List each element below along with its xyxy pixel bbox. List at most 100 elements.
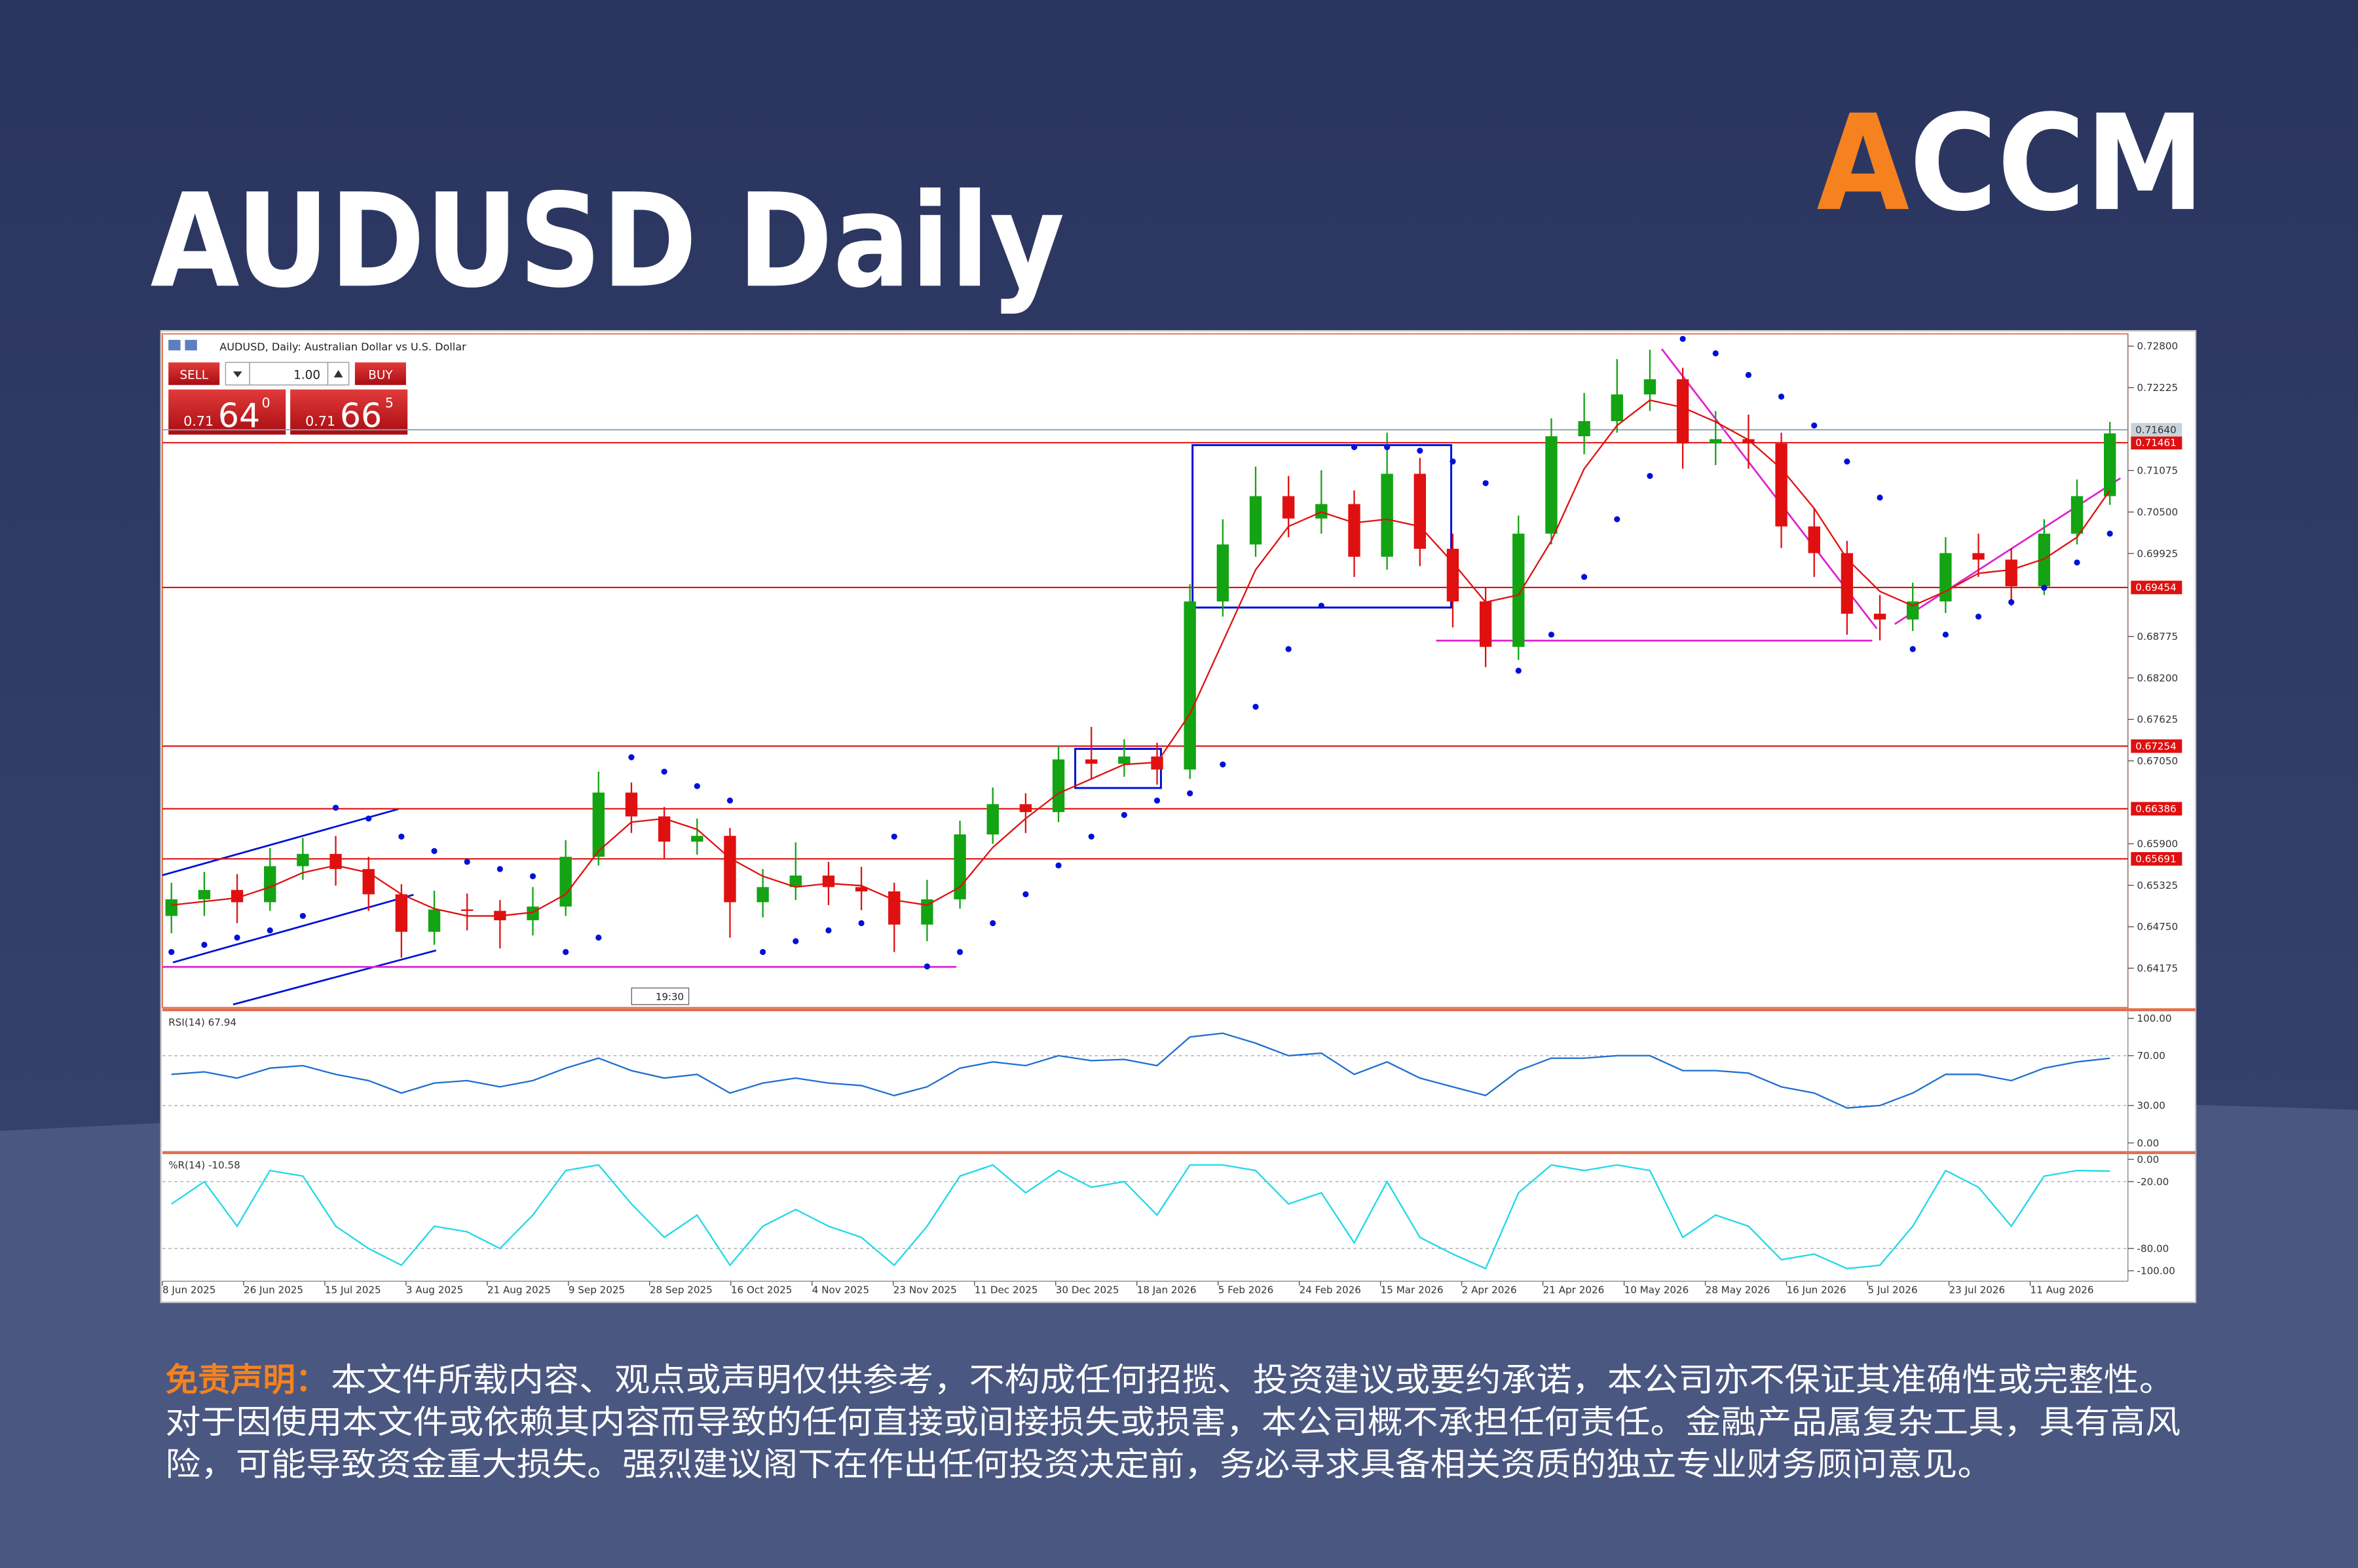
level-label: 0.66386 (2135, 803, 2177, 815)
candle-body (2038, 533, 2051, 587)
candle-body (757, 887, 769, 903)
candle-body (855, 887, 868, 891)
candle-body (658, 816, 671, 842)
disclaimer-line: 本文件所载内容、观点或声明仅供参考，不构成任何招揽、投资建议或要约承诺，本公司亦… (331, 1361, 2175, 1399)
candle-body (1643, 379, 1656, 395)
candle-body (2103, 433, 2116, 496)
candle-body (1019, 804, 1032, 812)
sar-dot (694, 783, 700, 789)
indicator-title: RSI(14) 67.94 (168, 1017, 236, 1028)
lot-value: 1.00 (293, 369, 320, 383)
bid-main: 64 (218, 396, 260, 435)
y-tick-label: 0.00 (2137, 1153, 2160, 1165)
y-tick-label: 0.65325 (2137, 880, 2179, 891)
x-tick-label: 24 Feb 2026 (1300, 1284, 1361, 1296)
candle-body (1907, 601, 1919, 620)
x-tick-label: 11 Dec 2025 (975, 1284, 1038, 1296)
indicator-line (171, 1164, 2110, 1270)
x-tick-label: 9 Sep 2025 (569, 1284, 625, 1296)
sar-dot (793, 938, 799, 944)
candle-body (165, 899, 178, 916)
candle-body (297, 853, 309, 867)
y-tick-label: 0.72225 (2137, 382, 2179, 394)
candle-body (1413, 474, 1426, 549)
sar-dot (661, 768, 667, 775)
lot-input[interactable] (249, 362, 329, 386)
y-tick-label: 0.69925 (2137, 548, 2179, 559)
level-label: 0.67254 (2135, 740, 2177, 752)
page-title: AUDUSD Daily (151, 166, 1065, 316)
sar-dot (267, 927, 273, 934)
candle-body (1808, 526, 1820, 553)
sar-dot (990, 920, 996, 927)
sar-dot (1384, 444, 1391, 451)
candle-body (1249, 496, 1262, 545)
y-tick-label: 70.00 (2137, 1050, 2165, 1062)
disclaimer-label: 免责声明： (166, 1361, 328, 1399)
candle-body (1512, 533, 1525, 647)
candle-body (2070, 496, 2084, 534)
sar-dot (1778, 393, 1785, 400)
x-tick-label: 15 Mar 2026 (1381, 1284, 1444, 1296)
sar-dot (431, 848, 438, 854)
y-tick-label: 100.00 (2137, 1013, 2172, 1024)
x-tick-label: 2 Apr 2026 (1462, 1284, 1517, 1296)
candle-body (1742, 439, 1755, 444)
x-tick-label: 28 May 2026 (1706, 1284, 1770, 1296)
candle-body (1479, 601, 1492, 647)
candle-body (395, 894, 408, 932)
sar-dot (365, 815, 372, 822)
moving-average (171, 399, 2111, 917)
indicator-line (171, 1032, 2110, 1109)
trend-line (1660, 348, 1878, 629)
candle-body (2005, 559, 2017, 587)
sar-dot (1581, 574, 1588, 580)
candle-body (1381, 474, 1393, 557)
time-label: 19:30 (656, 991, 684, 1003)
sar-dot (299, 912, 306, 920)
ask-sup: 5 (385, 395, 394, 411)
x-tick-label: 16 Oct 2025 (731, 1284, 793, 1296)
candle-body (264, 866, 276, 903)
candle-body (789, 875, 802, 887)
candle-body (822, 875, 835, 887)
candle-body (1052, 759, 1065, 812)
sar-dot (1220, 761, 1226, 768)
sar-dot (1811, 422, 1818, 429)
sell-label[interactable]: SELL (179, 369, 208, 383)
candle-body (1216, 544, 1229, 602)
sar-dot (1417, 447, 1423, 454)
bid-box[interactable] (168, 389, 286, 435)
time-box (631, 987, 690, 1005)
y-tick-label: 0.70500 (2137, 506, 2179, 518)
sar-dot (825, 927, 832, 934)
sar-dot (2008, 599, 2015, 605)
x-tick-label: 16 Jun 2026 (1787, 1284, 1846, 1296)
sar-dot (1614, 516, 1620, 523)
candle-body (1348, 504, 1360, 557)
buy-button[interactable] (354, 362, 406, 385)
ask-box[interactable] (290, 389, 408, 435)
y-tick-label: -20.00 (2137, 1176, 2169, 1187)
level-label: 0.71461 (2135, 437, 2177, 449)
y-tick-label: 0.00 (2137, 1137, 2160, 1149)
sar-dot (168, 948, 175, 956)
sell-button[interactable] (168, 362, 220, 385)
x-tick-label: 3 Aug 2025 (406, 1284, 463, 1296)
candle-body (888, 891, 901, 925)
buy-label[interactable]: BUY (368, 369, 393, 383)
sar-dot (1022, 891, 1029, 897)
y-tick-label: 0.64750 (2137, 921, 2179, 933)
level-label-box (2131, 436, 2182, 450)
x-tick-label: 18 Jan 2026 (1137, 1284, 1197, 1296)
level-label: 0.69454 (2135, 582, 2177, 593)
sar-dot (1055, 862, 1062, 868)
sar-dot (1942, 631, 1949, 638)
x-tick-label: 5 Feb 2026 (1218, 1284, 1274, 1296)
sar-dot (529, 873, 536, 880)
sar-dot (1844, 458, 1850, 465)
candle-body (691, 836, 703, 842)
x-tick-label: 23 Nov 2025 (893, 1284, 957, 1296)
indicator-title: %R(14) -10.58 (168, 1159, 240, 1171)
sar-dot (858, 920, 865, 927)
